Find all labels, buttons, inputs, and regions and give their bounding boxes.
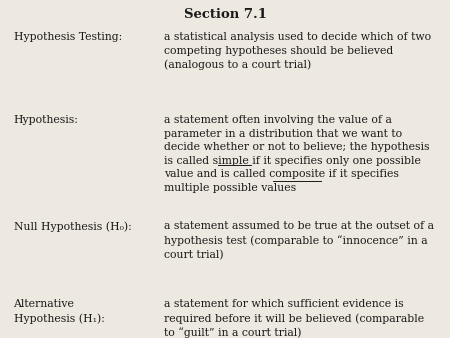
Text: Alternative
Hypothesis (H₁):: Alternative Hypothesis (H₁): [14,299,104,323]
Text: a statement often involving the value of a
parameter in a distribution that we w: a statement often involving the value of… [164,115,430,193]
Text: Section 7.1: Section 7.1 [184,8,266,21]
Text: Null Hypothesis (H₀):: Null Hypothesis (H₀): [14,221,131,232]
Text: a statement for which sufficient evidence is
required before it will be believed: a statement for which sufficient evidenc… [164,299,424,338]
Text: a statistical analysis used to decide which of two
competing hypotheses should b: a statistical analysis used to decide wh… [164,32,432,70]
Text: Hypothesis:: Hypothesis: [14,115,78,125]
Text: a statement assumed to be true at the outset of a
hypothesis test (comparable to: a statement assumed to be true at the ou… [164,221,434,260]
Text: Hypothesis Testing:: Hypothesis Testing: [14,32,122,42]
